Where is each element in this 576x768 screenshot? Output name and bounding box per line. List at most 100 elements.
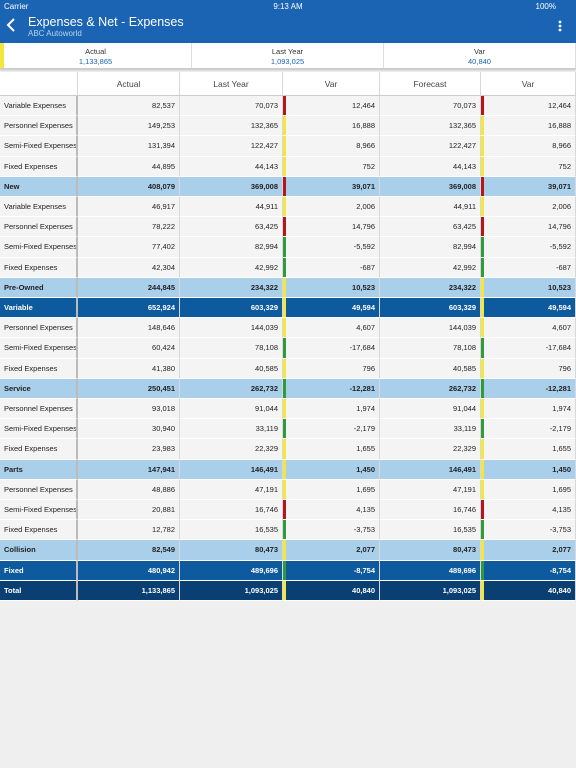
value-cell: 12,782 xyxy=(78,520,180,541)
value-cell: 80,473 xyxy=(180,540,283,561)
status-indicator xyxy=(481,439,484,459)
carrier: Carrier xyxy=(4,2,29,11)
value-cell: -12,281 xyxy=(481,378,576,399)
value-cell: 8,966 xyxy=(481,136,576,157)
row-label: Collision xyxy=(0,540,78,561)
status-indicator xyxy=(481,156,484,176)
value-cell: 78,108 xyxy=(180,338,283,359)
value-cell: 796 xyxy=(283,358,380,379)
row-label: Semi-Fixed Expenses xyxy=(0,237,78,258)
value-cell: 63,425 xyxy=(380,217,481,238)
value-cell: 796 xyxy=(481,358,576,379)
row-label: Semi-Fixed Expenses xyxy=(0,500,78,521)
row-label: Personnel Expenses xyxy=(0,116,78,137)
summary-value: 1,093,025 xyxy=(270,57,305,66)
value-cell: 250,451 xyxy=(78,378,180,399)
value-cell: 44,911 xyxy=(180,197,283,218)
battery: 100% xyxy=(535,2,556,11)
status-indicator xyxy=(283,439,286,459)
status-indicator xyxy=(481,338,484,358)
time: 9:13 AM xyxy=(273,2,303,11)
value-cell: -3,753 xyxy=(283,520,380,541)
value-cell: 408,079 xyxy=(78,176,180,197)
value-cell: 148,646 xyxy=(78,318,180,339)
value-cell: 22,329 xyxy=(380,439,481,460)
value-cell: 480,942 xyxy=(78,560,180,581)
row-label: Personnel Expenses xyxy=(0,479,78,500)
status-indicator xyxy=(481,580,484,600)
status-indicator xyxy=(481,217,484,237)
status-indicator xyxy=(283,378,286,398)
value-cell: 14,796 xyxy=(481,217,576,238)
value-cell: 39,071 xyxy=(481,176,576,197)
value-cell: 369,008 xyxy=(380,176,481,197)
row-label: Fixed Expenses xyxy=(0,156,78,177)
status-indicator xyxy=(481,318,484,338)
value-cell: 78,222 xyxy=(78,217,180,238)
status-indicator xyxy=(481,540,484,560)
value-cell: 262,732 xyxy=(180,378,283,399)
status-indicator xyxy=(481,399,484,419)
value-cell: 262,732 xyxy=(380,378,481,399)
status-indicator xyxy=(283,217,286,237)
value-cell: 44,895 xyxy=(78,156,180,177)
value-cell: 1,450 xyxy=(481,459,576,480)
value-cell: 2,006 xyxy=(283,197,380,218)
value-cell: 22,329 xyxy=(180,439,283,460)
value-cell: 1,655 xyxy=(283,439,380,460)
value-cell: 489,696 xyxy=(380,560,481,581)
value-cell: 77,402 xyxy=(78,237,180,258)
status-indicator xyxy=(283,277,286,297)
status-indicator xyxy=(481,479,484,499)
row-label: Variable xyxy=(0,298,78,319)
value-cell: 47,191 xyxy=(180,479,283,500)
value-cell: -3,753 xyxy=(481,520,576,541)
value-cell: 752 xyxy=(283,156,380,177)
value-cell: 80,473 xyxy=(380,540,481,561)
value-cell: 60,424 xyxy=(78,338,180,359)
value-cell: 1,133,865 xyxy=(78,580,180,601)
menu-button[interactable] xyxy=(558,20,562,32)
value-cell: 369,008 xyxy=(180,176,283,197)
value-cell: -687 xyxy=(283,257,380,278)
value-cell: -2,179 xyxy=(481,419,576,440)
value-cell: -5,592 xyxy=(481,237,576,258)
value-cell: 1,974 xyxy=(481,399,576,420)
value-cell: 1,655 xyxy=(481,439,576,460)
status-indicator xyxy=(283,358,286,378)
summary-item: Var 40,840 xyxy=(384,43,576,68)
row-label: New xyxy=(0,176,78,197)
value-cell: 40,585 xyxy=(380,358,481,379)
status-indicator xyxy=(283,399,286,419)
value-cell: 4,135 xyxy=(481,500,576,521)
value-cell: 1,450 xyxy=(283,459,380,480)
value-cell: 44,143 xyxy=(380,156,481,177)
value-cell: 82,994 xyxy=(380,237,481,258)
status-indicator xyxy=(481,419,484,439)
value-cell: 131,394 xyxy=(78,136,180,157)
column-header: Forecast xyxy=(380,72,481,96)
status-indicator xyxy=(283,560,286,580)
status-indicator xyxy=(283,96,286,116)
value-cell: 147,941 xyxy=(78,459,180,480)
row-label: Total xyxy=(0,580,78,601)
back-button[interactable] xyxy=(5,18,17,32)
status-indicator xyxy=(283,419,286,439)
value-cell: 2,077 xyxy=(283,540,380,561)
value-cell: 70,073 xyxy=(380,96,481,117)
status-indicator xyxy=(283,257,286,277)
subtitle: ABC Autoworld xyxy=(28,29,82,38)
value-cell: 82,994 xyxy=(180,237,283,258)
value-cell: 40,585 xyxy=(180,358,283,379)
summary-value: 40,840 xyxy=(468,57,491,66)
value-cell: -17,684 xyxy=(283,338,380,359)
value-cell: 70,073 xyxy=(180,96,283,117)
status-indicator xyxy=(283,136,286,156)
summary-label: Actual xyxy=(85,47,106,56)
value-cell: 4,135 xyxy=(283,500,380,521)
row-label: Semi-Fixed Expenses xyxy=(0,338,78,359)
value-cell: 82,537 xyxy=(78,96,180,117)
summary-bar: Actual 1,133,865 Last Year 1,093,025 Var 40,8… xyxy=(0,43,576,69)
app-header: Carrier 9:13 AM 100% Expenses & Net - Ex… xyxy=(0,0,576,43)
value-cell: 1,974 xyxy=(283,399,380,420)
